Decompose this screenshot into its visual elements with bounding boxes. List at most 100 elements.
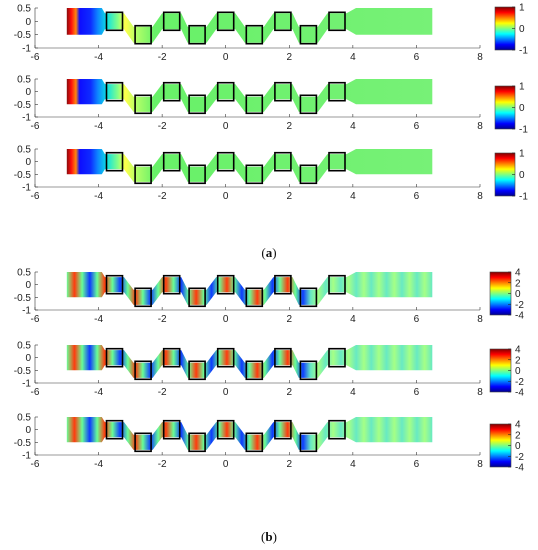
x-tick-label: -2 [158, 52, 167, 63]
marker-square [134, 432, 152, 453]
marker-square [105, 347, 124, 368]
x-tick-label: 0 [223, 52, 229, 63]
caption-a: (a) [261, 245, 276, 260]
x-tick-label: -4 [94, 314, 103, 325]
panel-a-2: -6 -4 -2 0 2 4 6 80.50-0.5-110-1 [14, 75, 529, 136]
marker-square [105, 81, 124, 102]
x-tick-label: 6 [414, 387, 420, 398]
marker-square [134, 360, 152, 381]
colorbar-tick-label: -2 [515, 300, 524, 311]
y-tick-label: -0.5 [14, 170, 32, 181]
marker-square [134, 24, 152, 45]
colorbar-tick-label: -1 [519, 192, 528, 203]
x-tick-label: 8 [477, 459, 483, 470]
y-tick-label: 0.5 [17, 145, 31, 156]
x-tick-label: 0 [223, 459, 229, 470]
x-tick-label: 8 [477, 52, 483, 63]
x-tick-label: -4 [94, 387, 103, 398]
y-tick-label: -1 [22, 113, 31, 124]
x-tick-label: -6 [31, 121, 40, 132]
x-tick-label: -2 [158, 459, 167, 470]
marker-square [188, 164, 206, 185]
marker-square [162, 11, 181, 32]
y-tick-label: -1 [22, 183, 31, 194]
marker-square [299, 94, 318, 115]
colorbar-tick-label: 4 [515, 345, 521, 356]
marker-square [134, 94, 152, 115]
x-tick-label: 4 [350, 52, 356, 63]
y-tick-label: 0 [25, 87, 31, 98]
field-region [66, 417, 433, 450]
marker-square [105, 274, 124, 295]
colorbar-tick-label: 1 [519, 82, 525, 93]
marker-square [299, 360, 318, 381]
colorbar-tick-label: 0 [519, 24, 525, 35]
x-tick-label: 4 [350, 387, 356, 398]
colorbar-tick-label: -4 [515, 388, 524, 399]
colorbar-tick-label: 0 [515, 289, 521, 300]
marker-square [299, 164, 318, 185]
marker-square [245, 432, 264, 453]
y-tick-label: -0.5 [14, 30, 32, 41]
colorbar-tick-label: 0 [515, 366, 521, 377]
marker-square [105, 151, 124, 172]
colorbar-tick-label: 1 [519, 149, 525, 160]
marker-square [274, 419, 292, 440]
marker-square [216, 274, 235, 295]
x-tick-label: 2 [287, 52, 293, 63]
marker-square [245, 164, 264, 185]
x-tick-label: 2 [287, 121, 293, 132]
marker-square [162, 347, 181, 368]
marker-square [245, 287, 264, 308]
x-tick-label: 0 [223, 191, 229, 202]
marker-square [274, 151, 292, 172]
marker-square [328, 11, 346, 32]
colorbar-tick-label: 2 [515, 430, 521, 441]
marker-square [328, 274, 346, 295]
x-tick-label: 6 [414, 121, 420, 132]
x-tick-label: 4 [350, 191, 356, 202]
x-tick-label: 6 [414, 314, 420, 325]
x-tick-label: 8 [477, 387, 483, 398]
x-tick-label: 2 [287, 459, 293, 470]
marker-square [162, 419, 181, 440]
y-tick-label: -0.5 [14, 438, 32, 449]
marker-square [216, 347, 235, 368]
marker-square [188, 432, 206, 453]
marker-square [162, 151, 181, 172]
y-tick-label: 0.5 [17, 4, 31, 15]
colorbar-tick-label: -4 [515, 311, 524, 322]
colorbar-tick-label: -2 [515, 452, 524, 463]
x-tick-label: 4 [350, 121, 356, 132]
marker-square [134, 287, 152, 308]
colorbar-tick-label: 4 [515, 268, 521, 279]
marker-square [216, 419, 235, 440]
x-tick-label: 0 [223, 121, 229, 132]
marker-square [328, 81, 346, 102]
y-tick-label: -1 [22, 379, 31, 390]
x-tick-label: -2 [158, 314, 167, 325]
x-tick-label: 8 [477, 191, 483, 202]
y-tick-label: -1 [22, 451, 31, 462]
y-tick-label: -0.5 [14, 100, 32, 111]
y-tick-label: -1 [22, 306, 31, 317]
colorbar-tick-label: 1 [519, 3, 525, 14]
x-tick-label: 0 [223, 314, 229, 325]
marker-square [299, 432, 318, 453]
x-tick-label: -4 [94, 459, 103, 470]
y-tick-label: 0.5 [17, 341, 31, 352]
marker-square [245, 360, 264, 381]
colorbar-tick-label: -1 [519, 46, 528, 57]
x-tick-label: 2 [287, 387, 293, 398]
field-region [66, 149, 433, 182]
x-tick-label: 8 [477, 314, 483, 325]
marker-square [328, 347, 346, 368]
marker-square [274, 347, 292, 368]
x-tick-label: -2 [158, 191, 167, 202]
y-tick-label: -0.5 [14, 366, 32, 377]
colorbar-tick-label: 4 [515, 420, 521, 431]
y-tick-label: 0.5 [17, 413, 31, 424]
